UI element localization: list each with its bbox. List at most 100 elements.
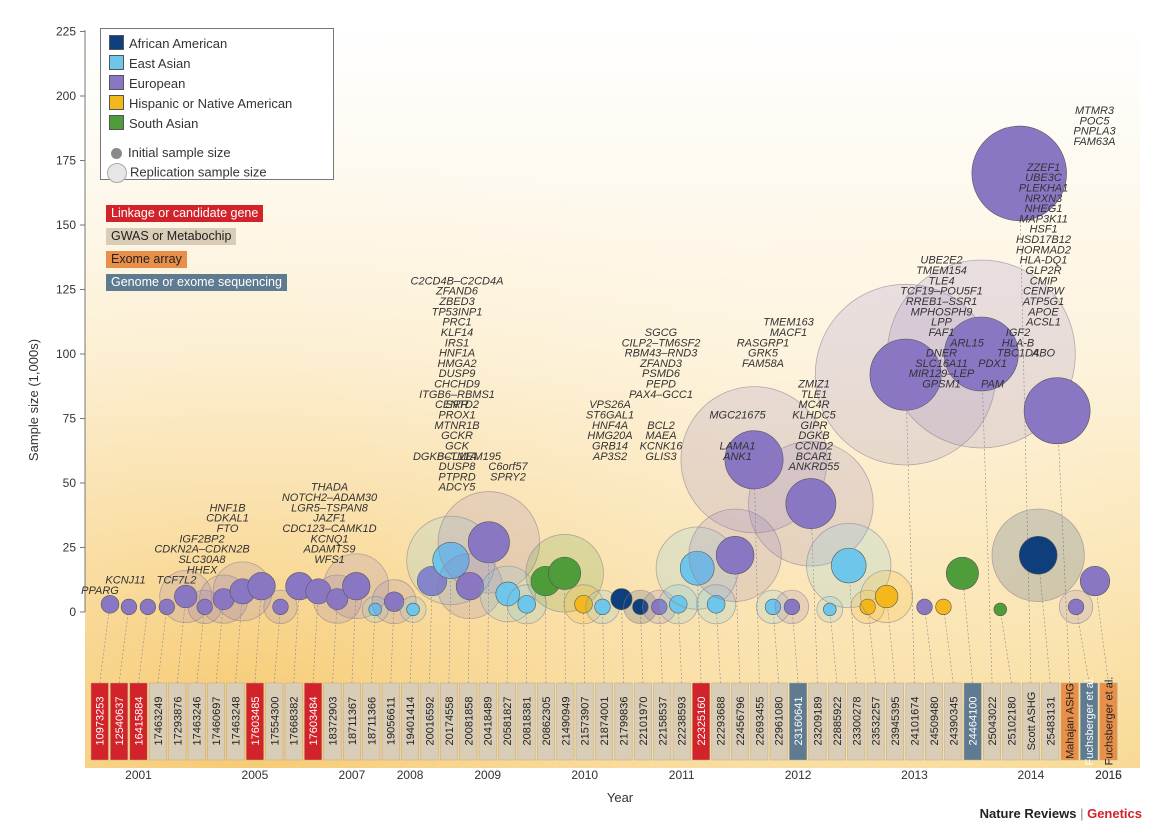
credit-separator: |	[1080, 806, 1084, 821]
study-id-box	[808, 682, 827, 761]
study-id-box	[924, 682, 943, 761]
gene-label: DGKB	[798, 430, 829, 442]
initial-bubble	[272, 598, 289, 615]
gene-label: KCNK16	[640, 440, 684, 452]
gene-label: ADCY5	[438, 482, 477, 494]
study-id-box	[963, 682, 982, 761]
gene-label: IRS1	[445, 337, 469, 349]
leader-line	[1018, 173, 1032, 684]
gene-label: ZFAND3	[639, 358, 683, 370]
study-id-box	[401, 682, 420, 761]
gene-label: ATP5G1	[1022, 296, 1064, 308]
leader-line	[118, 606, 130, 684]
leader-line	[677, 604, 682, 684]
study-id-box	[730, 682, 749, 761]
initial-bubble	[368, 602, 382, 617]
gene-label: IGF2	[1006, 327, 1030, 339]
gene-label: BCAR1	[796, 451, 833, 463]
leader-line	[1056, 410, 1070, 684]
legend-label: South Asian	[129, 116, 199, 131]
gene-label: GPSM1	[922, 379, 961, 391]
study-id-box	[245, 682, 264, 761]
gene-label: CENTD2	[435, 399, 479, 411]
gene-label: MIR129–LEP	[909, 368, 975, 380]
initial-bubble	[1023, 377, 1091, 445]
swatch-african-american	[109, 35, 124, 50]
gene-label: ZBED3	[438, 296, 475, 308]
study-id-box	[187, 682, 206, 761]
study-id-label: 18711367	[347, 697, 359, 745]
initial-bubble	[610, 588, 633, 611]
leader-line	[905, 374, 915, 684]
study-id-box	[886, 682, 905, 761]
gene-label: KLHDC5	[792, 410, 836, 422]
gene-label: MC4R	[798, 399, 829, 411]
study-id-box	[129, 682, 148, 761]
gene-label: VPS26A	[589, 399, 631, 411]
method-exome-badge: Exome array	[106, 251, 187, 268]
gene-label: NOTCH2–ADAM30	[282, 492, 378, 504]
gene-label: HNF1B	[209, 502, 245, 514]
study-id-box	[536, 682, 555, 761]
study-id-box	[653, 682, 672, 761]
gene-label: HNF1A	[439, 348, 475, 360]
study-id-box	[905, 682, 924, 761]
study-id-label: 19056611	[386, 697, 398, 745]
study-id-box	[1060, 682, 1079, 761]
initial-bubble	[935, 598, 952, 615]
leader-line	[506, 593, 509, 684]
study-id-label: 22238593	[677, 697, 689, 746]
study-id-box	[750, 682, 769, 761]
gene-label: CDC123–CAMK1D	[282, 523, 376, 535]
gene-label: PLEKHA1	[1019, 182, 1069, 194]
leader-line	[943, 606, 954, 684]
gene-label: ABO	[1031, 348, 1056, 360]
initial-bubble	[100, 595, 120, 614]
study-id-box	[944, 682, 963, 761]
gene-label: GCKR	[441, 430, 473, 442]
study-id-label: 22456796	[735, 697, 747, 746]
gene-label: GIPR	[801, 420, 828, 432]
leader-line	[715, 604, 721, 684]
legend-item-east-asian: East Asian	[109, 55, 190, 71]
study-id-box	[711, 682, 730, 761]
study-id-label: 20081858	[463, 697, 475, 746]
replication-size-circle	[107, 163, 127, 183]
initial-bubble	[548, 556, 582, 590]
study-id-box	[1099, 682, 1118, 761]
gene-label: FAM58A	[742, 358, 784, 370]
leader-line	[886, 596, 896, 684]
leader-line	[157, 606, 168, 684]
year-label: 2008	[397, 768, 424, 782]
study-id-label: 23160641	[793, 697, 805, 746]
gene-label: KLF14	[441, 327, 473, 339]
study-id-box	[284, 682, 303, 761]
initial-size-circle	[111, 148, 122, 160]
year-label: 2001	[125, 768, 152, 782]
gene-label: HMGA2	[437, 358, 476, 370]
study-id-label: 19401414	[405, 697, 417, 746]
gene-label: WFS1	[314, 554, 345, 566]
gene-label: DNER	[926, 348, 957, 360]
study-id-label: 21874001	[599, 697, 611, 746]
study-id-label: 22693455	[754, 697, 766, 746]
study-id-box	[420, 682, 439, 761]
leader-line	[621, 599, 624, 684]
study-id-box	[265, 682, 284, 761]
y-tick-label: 50	[63, 476, 77, 490]
method-linkage-badge: Linkage or candidate gene	[106, 205, 264, 222]
leader-line	[659, 606, 663, 684]
gene-label: ANKRD55	[788, 461, 841, 473]
initial-bubble	[1067, 598, 1085, 615]
leader-line	[1037, 555, 1051, 684]
gene-label: ACSL1	[1025, 317, 1061, 329]
journal-credit: Nature Reviews | Genetics	[980, 806, 1142, 821]
legend-label: Hispanic or Native American	[129, 96, 293, 111]
leader-line	[138, 606, 149, 684]
year-label: 2007	[339, 768, 366, 782]
gene-label: UBE3C	[1025, 172, 1062, 184]
y-tick-label: 200	[56, 89, 76, 103]
gene-label: SLC30A8	[178, 554, 226, 566]
study-id-box	[207, 682, 226, 761]
initial-bubble	[174, 584, 198, 609]
